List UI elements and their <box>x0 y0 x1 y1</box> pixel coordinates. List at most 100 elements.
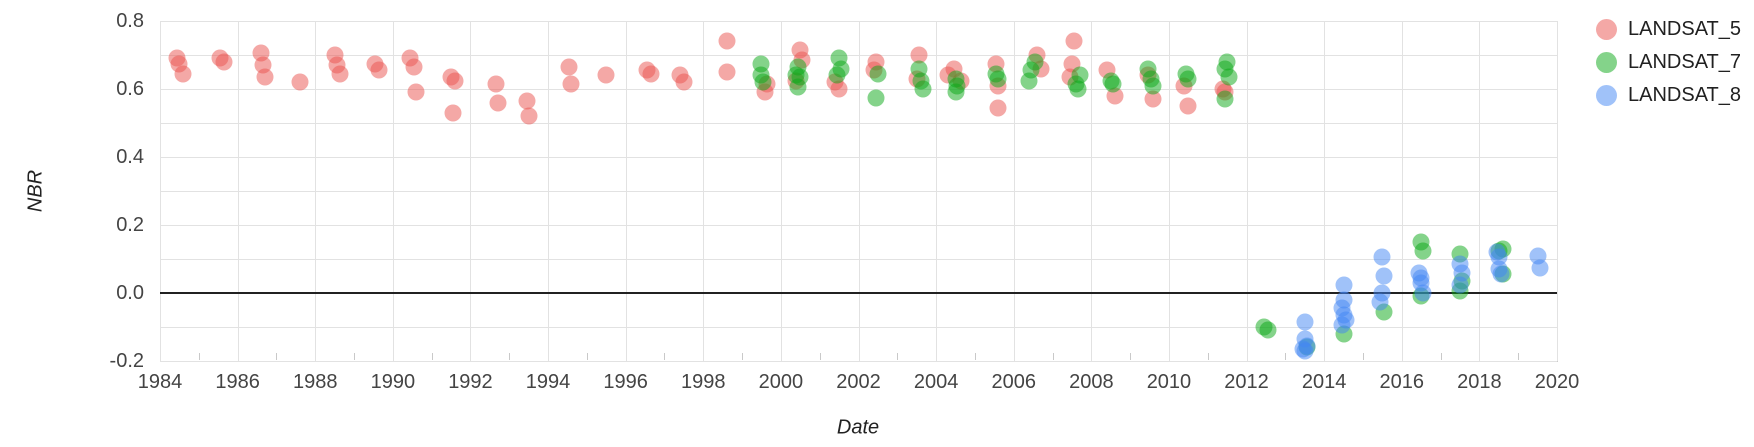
x-tick-label: 2004 <box>913 371 959 393</box>
x-minor-tick <box>1130 353 1132 360</box>
y-gridline <box>160 259 1557 260</box>
y-gridline <box>160 191 1557 192</box>
data-point-landsat_5[interactable] <box>174 65 192 83</box>
data-point-landsat_5[interactable] <box>256 68 274 86</box>
data-point-landsat_5[interactable] <box>1065 32 1083 50</box>
data-point-landsat_5[interactable] <box>370 61 388 79</box>
data-point-landsat_7[interactable] <box>1144 77 1162 95</box>
data-point-landsat_5[interactable] <box>405 58 423 76</box>
x-tick-label: 2006 <box>991 371 1036 393</box>
data-point-landsat_8[interactable] <box>1492 265 1510 283</box>
data-point-landsat_8[interactable] <box>1531 259 1549 276</box>
x-tick-label: 1986 <box>215 371 260 393</box>
x-axis-title: Date <box>836 416 880 439</box>
data-point-landsat_7[interactable] <box>1020 72 1038 89</box>
data-point-landsat_7[interactable] <box>947 83 964 101</box>
data-point-landsat_5[interactable] <box>518 92 536 110</box>
data-point-landsat_5[interactable] <box>444 104 462 122</box>
data-point-landsat_7[interactable] <box>867 89 885 106</box>
data-point-landsat_8[interactable] <box>1333 316 1351 334</box>
x-minor-tick <box>897 353 899 360</box>
data-point-landsat_5[interactable] <box>407 83 425 101</box>
data-point-landsat_7[interactable] <box>869 65 887 83</box>
x-tick-label: 2008 <box>1069 371 1114 393</box>
legend-swatch-icon <box>1596 84 1617 106</box>
x-tick-label: 1988 <box>292 371 338 393</box>
data-point-landsat_8[interactable] <box>1371 293 1389 310</box>
legend-swatch-icon <box>1596 51 1617 73</box>
x-tick-label: 2012 <box>1224 371 1269 393</box>
x-minor-tick <box>974 353 976 360</box>
data-point-landsat_7[interactable] <box>1069 80 1087 98</box>
x-minor-tick <box>1440 353 1442 360</box>
data-point-landsat_5[interactable] <box>562 75 580 93</box>
x-tick-label: 2014 <box>1301 371 1347 393</box>
data-point-landsat_8[interactable] <box>1414 284 1432 302</box>
legend-item-landsat_8: LANDSAT_8 <box>1596 82 1741 108</box>
x-tick-label: 1998 <box>681 371 726 393</box>
y-gridline <box>160 21 1557 22</box>
y-tick-label: 0.8 <box>116 10 144 32</box>
y-gridline <box>160 89 1557 90</box>
x-gridline <box>1557 21 1558 361</box>
data-point-landsat_7[interactable] <box>1216 90 1234 108</box>
data-point-landsat_7[interactable] <box>828 66 846 84</box>
data-point-landsat_7[interactable] <box>789 78 807 96</box>
x-minor-tick <box>742 353 744 360</box>
x-minor-tick <box>431 353 433 360</box>
data-point-landsat_7[interactable] <box>1259 321 1277 339</box>
x-tick-label: 2018 <box>1457 371 1502 393</box>
data-point-landsat_5[interactable] <box>642 65 660 83</box>
data-point-landsat_5[interactable] <box>1179 97 1197 115</box>
x-minor-tick <box>819 353 821 360</box>
data-point-landsat_5[interactable] <box>718 32 736 50</box>
x-tick-label: 1984 <box>137 371 183 393</box>
x-minor-tick <box>1052 353 1054 360</box>
y-tick-label: 0.0 <box>116 282 144 304</box>
data-point-landsat_8[interactable] <box>1451 276 1469 293</box>
y-gridline <box>160 361 1557 362</box>
data-point-landsat_7[interactable] <box>1179 70 1197 88</box>
data-point-landsat_5[interactable] <box>989 99 1007 117</box>
x-minor-tick <box>509 353 511 360</box>
x-minor-tick <box>1285 353 1287 360</box>
data-point-landsat_5[interactable] <box>675 73 693 91</box>
data-point-landsat_8[interactable] <box>1335 276 1353 293</box>
data-point-landsat_7[interactable] <box>989 70 1007 88</box>
data-point-landsat_7[interactable] <box>914 80 932 98</box>
data-point-landsat_5[interactable] <box>446 72 464 89</box>
x-tick-label: 1990 <box>370 371 416 393</box>
x-minor-tick <box>354 353 356 360</box>
data-point-landsat_5[interactable] <box>718 63 736 81</box>
x-minor-tick <box>1518 353 1520 360</box>
data-point-landsat_5[interactable] <box>560 58 578 76</box>
data-point-landsat_7[interactable] <box>1220 68 1238 86</box>
data-point-landsat_8[interactable] <box>1294 340 1312 358</box>
data-point-landsat_7[interactable] <box>754 73 772 91</box>
x-tick-label: 2000 <box>758 371 804 393</box>
data-point-landsat_5[interactable] <box>910 46 928 64</box>
data-point-landsat_5[interactable] <box>520 107 538 125</box>
data-point-landsat_7[interactable] <box>1414 242 1432 259</box>
y-gridline <box>160 225 1557 226</box>
y-gridline <box>160 123 1557 124</box>
data-point-landsat_5[interactable] <box>291 73 309 91</box>
data-point-landsat_8[interactable] <box>1296 313 1314 331</box>
data-point-landsat_8[interactable] <box>1373 248 1391 266</box>
y-axis-title: NBR <box>24 169 47 213</box>
data-point-landsat_7[interactable] <box>1104 75 1122 93</box>
data-point-landsat_5[interactable] <box>489 94 507 112</box>
x-tick-label: 1992 <box>448 371 493 393</box>
data-point-landsat_5[interactable] <box>597 66 615 84</box>
legend-item-landsat_7: LANDSAT_7 <box>1596 49 1741 75</box>
data-point-landsat_5[interactable] <box>1144 90 1162 108</box>
data-point-landsat_5[interactable] <box>331 65 349 83</box>
x-tick-label: 2010 <box>1146 371 1192 393</box>
data-point-landsat_5[interactable] <box>487 75 505 93</box>
y-gridline <box>160 157 1557 158</box>
x-tick-label: 1994 <box>525 371 571 393</box>
data-point-landsat_5[interactable] <box>215 53 233 71</box>
zero-baseline <box>160 292 1557 294</box>
data-point-landsat_5[interactable] <box>830 80 848 98</box>
data-point-landsat_8[interactable] <box>1375 267 1393 285</box>
